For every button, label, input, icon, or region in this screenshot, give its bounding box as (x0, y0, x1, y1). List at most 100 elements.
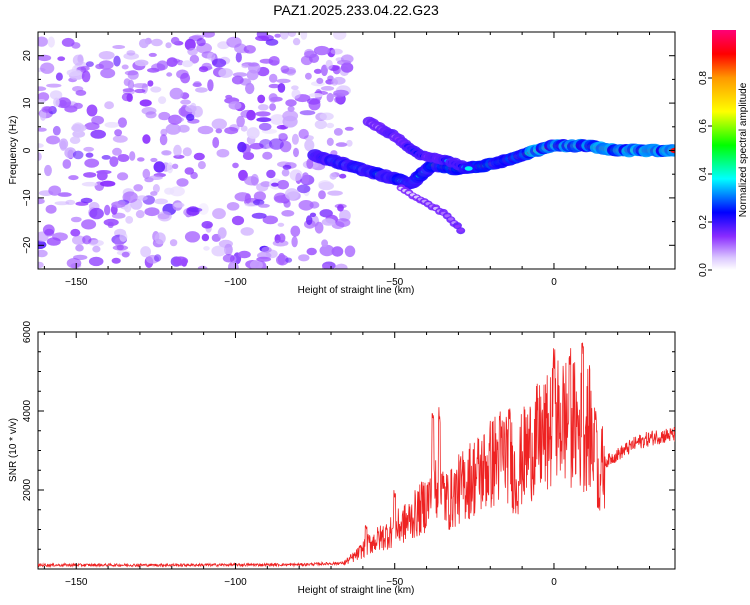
heatmap-cell-311 (344, 245, 356, 258)
heatmap-cell-329 (334, 95, 346, 104)
heatmap-cell-496 (148, 175, 163, 180)
heatmap-cell-73 (306, 247, 317, 256)
heatmap-cell-195 (248, 62, 259, 67)
heatmap-cell-39 (45, 204, 57, 214)
heatmap-cell-260 (117, 154, 130, 162)
colorbar-gradient (712, 30, 736, 270)
heatmap-cell-298 (112, 45, 126, 49)
heatmap-xtick-label--150: −150 (65, 277, 88, 288)
heatmap-cell-515 (278, 132, 288, 140)
heatmap-cell-384 (318, 180, 332, 189)
heatmap-cell-112 (38, 249, 48, 258)
heatmap-cell-236 (88, 239, 104, 247)
heatmap-cell-24 (101, 155, 111, 160)
heatmap-cell-431 (66, 258, 82, 269)
heatmap-cell-500 (53, 97, 60, 107)
heatmap-cell-376 (298, 128, 309, 140)
heatmap-cell-370 (330, 48, 343, 55)
heatmap-cell-451 (111, 201, 126, 208)
heatmap-cell-395 (269, 103, 276, 111)
heatmap-cell-207 (285, 99, 297, 107)
heatmap-cell-93 (133, 184, 143, 192)
heatmap-cell-409 (258, 203, 270, 208)
heatmap-cell-408 (83, 146, 95, 152)
heatmap-cell-401 (266, 169, 276, 179)
heatmap-cell-266 (134, 59, 149, 67)
heatmap-cell-213 (38, 86, 47, 91)
heatmap-cell-352 (339, 173, 347, 179)
heatmap-cell-503 (82, 235, 92, 245)
heatmap-cell-382 (180, 99, 192, 105)
heatmap-cell-335 (281, 210, 295, 217)
heatmap-cell-492 (304, 139, 315, 152)
heatmap-cell-486 (257, 94, 266, 104)
colorbar-tick-label-3: 0.6 (698, 119, 709, 133)
heatmap-cell-357 (112, 245, 129, 251)
heatmap-cell-150 (38, 143, 44, 148)
heatmap-cell-436 (126, 50, 136, 56)
heatmap-cell-466 (305, 72, 312, 80)
heatmap-cell-62 (153, 161, 166, 173)
heatmap-xtick-label-0: 0 (551, 277, 557, 288)
heatmap-cell-231 (169, 186, 185, 197)
heatmap-cell-454 (65, 199, 76, 205)
heatmap-cell-484 (269, 73, 278, 83)
heatmap-cell-462 (329, 172, 337, 180)
heatmap-cell-488 (215, 128, 223, 134)
heatmap-cell-478 (244, 193, 252, 204)
heatmap-cell-174 (172, 256, 189, 266)
heatmap-cell-254 (38, 127, 47, 132)
heatmap-cell-476 (325, 59, 333, 70)
heatmap-cell-463 (211, 118, 227, 130)
snr-xtick-label--50: −50 (386, 577, 403, 588)
heatmap-cells (38, 32, 675, 269)
heatmap-cell-251 (140, 246, 152, 258)
heatmap-cell-134 (55, 72, 63, 81)
colorbar: 0.0 0.2 0.4 0.6 0.8 Normalized spectral ampl… (698, 30, 749, 277)
heatmap-cell-346 (184, 38, 196, 51)
heatmap-cell-269 (104, 101, 114, 110)
snr-ytick-label-6000: 6000 (22, 320, 33, 343)
heatmap-cell-445 (100, 68, 116, 79)
heatmap-cell-158 (333, 127, 343, 136)
heatmap-cell-153 (100, 180, 116, 187)
heatmap-cell-470 (313, 45, 330, 56)
heatmap-cell-473 (217, 227, 227, 239)
heatmap-cell-367 (89, 207, 104, 220)
snr-xtick-label--150: −150 (65, 577, 88, 588)
heatmap-cell-428 (125, 216, 134, 224)
heatmap-cell-437 (137, 157, 145, 162)
heatmap-cell-426 (169, 87, 184, 100)
heatmap-y-label: Frequency (Hz) (8, 116, 19, 185)
heatmap-cell-267 (268, 83, 280, 89)
heatmap-cell-434 (46, 83, 62, 88)
heatmap-cell-397 (151, 63, 166, 72)
heatmap-cell-513 (287, 32, 297, 37)
heatmap-cell-502 (196, 38, 206, 47)
heatmap-cell-380 (240, 227, 254, 236)
heatmap-cell-495 (173, 202, 185, 208)
heatmap-cell-441 (80, 197, 93, 204)
heatmap-cell-510 (185, 105, 197, 113)
heatmap-cell-421 (117, 172, 129, 181)
heatmap-cell-467 (321, 218, 336, 226)
heatmap-cell-135 (150, 157, 158, 163)
heatmap-cell-429 (243, 45, 256, 54)
heatmap-cell-271 (261, 246, 272, 253)
heatmap-cell-294 (202, 32, 215, 38)
heatmap-ytick-label--10: −10 (22, 189, 33, 206)
heatmap-cell-201 (98, 51, 115, 60)
heatmap-cell-340 (95, 63, 104, 70)
heatmap-cell-176 (277, 222, 285, 227)
heatmap-cell-345 (337, 204, 344, 212)
heatmap-cell-512 (57, 192, 72, 197)
heatmap-cell-172 (255, 111, 271, 117)
heatmap-cell-393 (340, 62, 354, 73)
heatmap-cell-514 (193, 152, 205, 161)
heatmap-cell-37 (291, 85, 299, 90)
heatmap-cell-28 (176, 178, 189, 187)
heatmap-cell-180 (88, 256, 104, 267)
heatmap-cell-268 (129, 151, 136, 161)
heatmap-cell-355 (276, 78, 291, 84)
heatmap-cell-400 (216, 148, 230, 158)
